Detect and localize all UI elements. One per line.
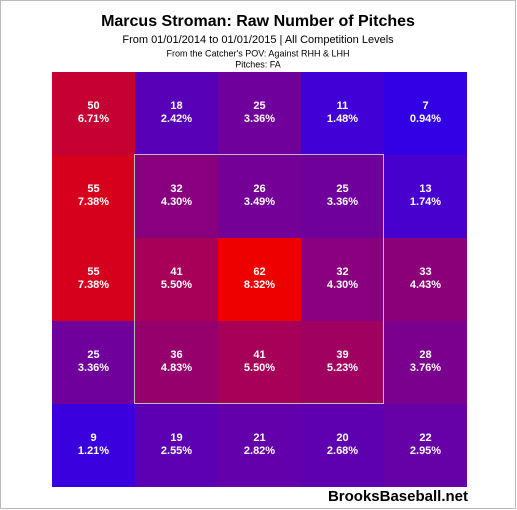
count-label: 55 bbox=[87, 266, 99, 278]
percent-label: 6.71% bbox=[78, 113, 109, 125]
count-label: 18 bbox=[170, 100, 182, 112]
percent-label: 5.50% bbox=[161, 279, 192, 291]
percent-label: 3.36% bbox=[244, 113, 275, 125]
cell bbox=[135, 404, 218, 487]
count-label: 7 bbox=[422, 100, 428, 112]
cell bbox=[384, 238, 467, 321]
count-label: 25 bbox=[336, 183, 348, 195]
count-label: 11 bbox=[337, 100, 349, 112]
percent-label: 1.48% bbox=[327, 113, 358, 125]
cell bbox=[301, 238, 384, 321]
cell bbox=[301, 321, 384, 404]
cell bbox=[384, 155, 467, 238]
count-label: 41 bbox=[170, 266, 182, 278]
percent-label: 1.21% bbox=[78, 445, 109, 457]
percent-label: 2.95% bbox=[410, 445, 441, 457]
count-label: 13 bbox=[419, 183, 431, 195]
grid: 506.71%182.42%253.36%111.48%70.94%557.38… bbox=[52, 72, 467, 487]
percent-label: 0.94% bbox=[410, 113, 441, 125]
percent-label: 3.76% bbox=[410, 362, 441, 374]
cell bbox=[384, 404, 467, 487]
cell bbox=[135, 72, 218, 155]
count-label: 9 bbox=[90, 432, 96, 444]
cell bbox=[52, 238, 135, 321]
cell bbox=[218, 155, 301, 238]
percent-label: 2.42% bbox=[161, 113, 192, 125]
percent-label: 4.83% bbox=[161, 362, 192, 374]
count-label: 20 bbox=[336, 432, 348, 444]
count-label: 33 bbox=[419, 266, 431, 278]
cell bbox=[135, 155, 218, 238]
cell bbox=[52, 321, 135, 404]
percent-label: 4.43% bbox=[410, 279, 441, 291]
percent-label: 2.68% bbox=[327, 445, 358, 457]
count-label: 55 bbox=[87, 183, 99, 195]
cell bbox=[218, 72, 301, 155]
count-label: 62 bbox=[253, 266, 265, 278]
cell bbox=[52, 404, 135, 487]
cell bbox=[135, 238, 218, 321]
pitch-type: Pitches: FA bbox=[235, 59, 281, 69]
count-label: 39 bbox=[336, 349, 348, 361]
chart-title: Marcus Stroman: Raw Number of Pitches bbox=[101, 13, 415, 30]
cell bbox=[218, 238, 301, 321]
percent-label: 2.55% bbox=[161, 445, 192, 457]
cell bbox=[301, 155, 384, 238]
percent-label: 5.50% bbox=[244, 362, 275, 374]
cell bbox=[52, 155, 135, 238]
cell bbox=[384, 72, 467, 155]
count-label: 25 bbox=[87, 349, 99, 361]
count-label: 28 bbox=[419, 349, 431, 361]
cell bbox=[218, 404, 301, 487]
cell bbox=[384, 321, 467, 404]
cell bbox=[218, 321, 301, 404]
cell bbox=[301, 404, 384, 487]
watermark: BrooksBaseball.net bbox=[328, 488, 468, 505]
percent-label: 8.32% bbox=[244, 279, 275, 291]
count-label: 36 bbox=[170, 349, 182, 361]
percent-label: 3.49% bbox=[244, 196, 275, 208]
count-label: 50 bbox=[87, 100, 99, 112]
perspective: From the Catcher's POV: Against RHH & LH… bbox=[167, 48, 350, 58]
cell bbox=[301, 72, 384, 155]
count-label: 41 bbox=[253, 349, 265, 361]
count-label: 32 bbox=[170, 183, 182, 195]
percent-label: 2.82% bbox=[244, 445, 275, 457]
count-label: 26 bbox=[253, 183, 265, 195]
percent-label: 5.23% bbox=[327, 362, 358, 374]
count-label: 19 bbox=[170, 432, 182, 444]
percent-label: 3.36% bbox=[78, 362, 109, 374]
cell bbox=[135, 321, 218, 404]
percent-label: 4.30% bbox=[161, 196, 192, 208]
strike-zone bbox=[134, 154, 384, 404]
count-label: 32 bbox=[336, 266, 348, 278]
cell bbox=[52, 72, 135, 155]
percent-label: 3.36% bbox=[327, 196, 358, 208]
count-label: 22 bbox=[419, 432, 431, 444]
count-label: 21 bbox=[253, 432, 265, 444]
percent-label: 4.30% bbox=[327, 279, 358, 291]
percent-label: 1.74% bbox=[410, 196, 441, 208]
percent-label: 7.38% bbox=[78, 196, 109, 208]
count-label: 25 bbox=[253, 100, 265, 112]
chart-subtitle: From 01/01/2014 to 01/01/2015 | All Comp… bbox=[122, 34, 394, 46]
percent-label: 7.38% bbox=[78, 279, 109, 291]
